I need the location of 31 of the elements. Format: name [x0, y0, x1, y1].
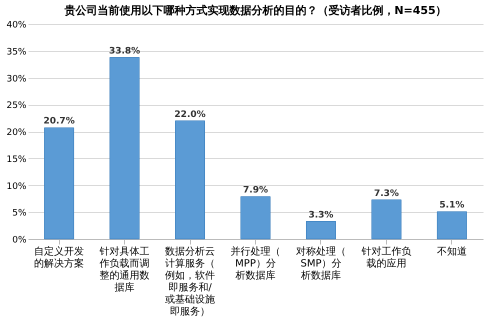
y-tick-label: 5%: [12, 208, 27, 219]
data-label: 20.7%: [43, 116, 75, 127]
chart-title: 贵公司当前使用以下哪种方式实现数据分析的目的？（受访者比例，N=455）: [63, 4, 447, 17]
y-tick-label: 15%: [6, 154, 27, 165]
data-label: 7.3%: [374, 188, 399, 199]
data-label: 22.0%: [174, 110, 206, 120]
bar: [175, 120, 206, 240]
y-tick-label: 10%: [6, 182, 27, 192]
bar: [436, 211, 467, 240]
data-label: 5.1%: [439, 200, 464, 211]
y-tick-label: 35%: [6, 47, 27, 58]
bar: [44, 127, 74, 240]
bar: [240, 196, 270, 240]
bar: [306, 221, 336, 240]
x-tick-label: 针对具体工作负载而调整的通用数据库: [98, 246, 150, 294]
data-label: 3.3%: [308, 210, 334, 220]
x-tick-label: 数据分析云计算服务（例如，软件即服务和/或基础设施即服务）: [165, 246, 216, 318]
y-tick-label: 20%: [6, 128, 27, 138]
data-label: 33.8%: [108, 46, 140, 56]
y-tick-label: 0%: [12, 236, 27, 246]
y-tick-label: 25%: [6, 101, 27, 112]
bar: [371, 200, 402, 240]
x-tick-label: 不知道: [436, 246, 467, 258]
y-tick-label: 30%: [6, 74, 27, 84]
x-tick-label: 针对工作负载的应用: [360, 246, 412, 270]
x-tick-label: 对称处理（SMP）分析数据库: [296, 246, 346, 282]
data-label: 7.9%: [243, 186, 268, 196]
bar: [110, 57, 140, 240]
x-tick-label: 并行处理（MPP）分析数据库: [230, 246, 280, 282]
x-tick-label: 自定义开发的解决方案: [34, 246, 84, 270]
y-tick-label: 40%: [6, 20, 27, 30]
